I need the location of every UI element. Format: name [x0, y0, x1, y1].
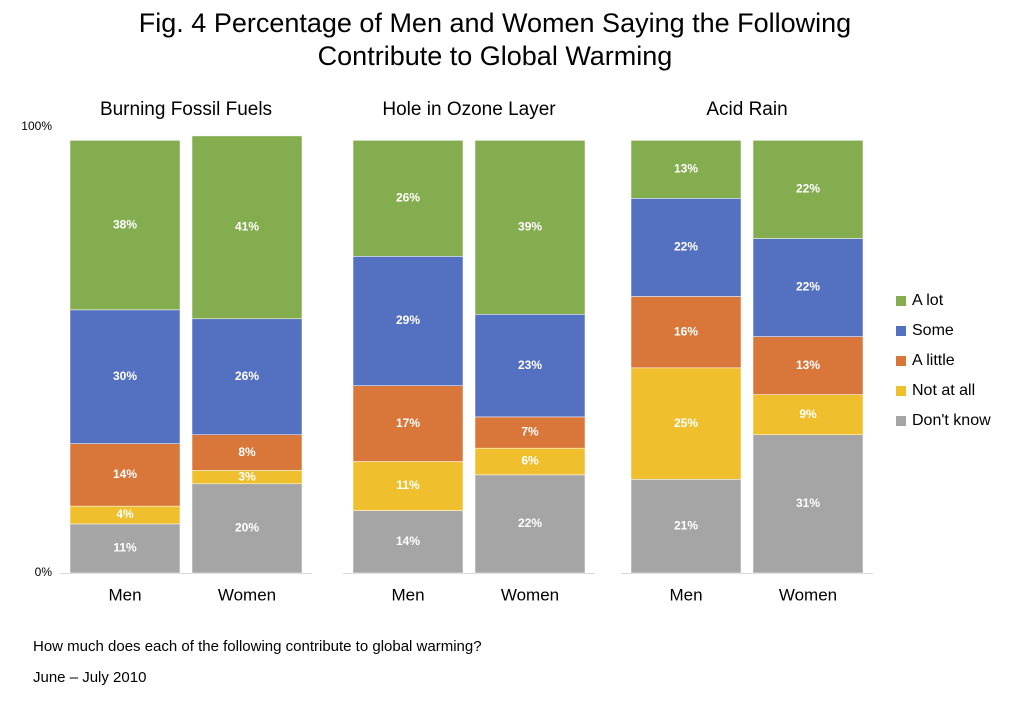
value-label: 16%: [674, 324, 698, 338]
value-label: 22%: [518, 516, 542, 530]
bar-segment: [352, 140, 464, 257]
bar-segment: [474, 474, 586, 574]
bar-segment: [752, 336, 864, 395]
chart-title: Fig. 4 Percentage of Men and Women Sayin…: [139, 8, 851, 38]
value-label: 20%: [235, 521, 259, 535]
bar-segment: [752, 434, 864, 574]
value-label: 13%: [674, 162, 698, 176]
note: June – July 2010: [33, 669, 146, 686]
x-tick-label: Women: [779, 585, 837, 604]
value-label: 9%: [799, 407, 817, 421]
value-label: 31%: [796, 496, 820, 510]
bar-segment: [630, 140, 742, 199]
panel-title: Acid Rain: [706, 99, 787, 120]
value-label: 17%: [396, 416, 420, 430]
bar-segment: [630, 367, 742, 480]
value-label: 30%: [113, 369, 137, 383]
value-label: 41%: [235, 220, 259, 234]
bar-segment: [69, 443, 181, 507]
panel-title: Hole in Ozone Layer: [382, 99, 556, 120]
bar-segment: [69, 309, 181, 444]
bar-segment: [191, 483, 303, 574]
value-label: 38%: [113, 217, 137, 231]
y-tick-label: 100%: [21, 119, 52, 133]
x-tick-label: Men: [391, 585, 424, 604]
value-label: 13%: [796, 358, 820, 372]
bar-segment: [474, 314, 586, 418]
bar-segment: [352, 385, 464, 462]
legend-label: A lot: [912, 292, 944, 309]
legend-swatch: [896, 386, 906, 396]
legend-label: Some: [912, 322, 954, 339]
bar-segment: [191, 318, 303, 435]
legend-swatch: [896, 416, 906, 426]
bar-segment: [352, 461, 464, 511]
value-label: 14%: [113, 467, 137, 481]
bar-segment: [352, 510, 464, 574]
value-label: 11%: [396, 478, 420, 492]
value-label: 14%: [396, 534, 420, 548]
x-tick-label: Women: [501, 585, 559, 604]
bar-segment: [752, 238, 864, 337]
bar-segment: [352, 256, 464, 386]
x-tick-label: Women: [218, 585, 276, 604]
note: How much does each of the following cont…: [33, 638, 482, 655]
legend-swatch: [896, 326, 906, 336]
bar-segment: [191, 135, 303, 320]
x-tick-label: Men: [669, 585, 702, 604]
value-label: 3%: [238, 469, 256, 483]
bar-segment: [191, 434, 303, 471]
bar-segment: [474, 447, 586, 476]
bar-segment: [630, 479, 742, 574]
value-label: 22%: [674, 240, 698, 254]
legend-swatch: [896, 356, 906, 366]
value-label: 4%: [116, 507, 134, 521]
x-tick-label: Men: [108, 585, 141, 604]
value-label: 22%: [796, 182, 820, 196]
value-label: 26%: [396, 191, 420, 205]
legend-swatch: [896, 296, 906, 306]
value-label: 25%: [674, 416, 698, 430]
value-label: 26%: [235, 369, 259, 383]
value-label: 8%: [238, 445, 256, 459]
chart-title: Contribute to Global Warming: [318, 41, 673, 71]
legend-label: A little: [912, 352, 955, 369]
value-label: 11%: [113, 541, 137, 555]
panel-title: Burning Fossil Fuels: [100, 99, 272, 120]
value-label: 21%: [674, 518, 698, 532]
bar-segment: [752, 394, 864, 435]
bar-segment: [752, 140, 864, 239]
value-label: 23%: [518, 358, 542, 372]
bar-segment: [474, 140, 586, 315]
value-label: 39%: [518, 220, 542, 234]
value-label: 29%: [396, 313, 420, 327]
bar-segment: [630, 198, 742, 297]
value-label: 6%: [521, 454, 539, 468]
bar-segment: [69, 140, 181, 311]
legend-label: Not at all: [912, 382, 975, 399]
bar-segment: [69, 523, 181, 574]
bar-segment: [630, 296, 742, 369]
y-tick-label: 0%: [35, 565, 53, 579]
value-label: 22%: [796, 280, 820, 294]
value-label: 7%: [521, 425, 539, 439]
legend-label: Don't know: [912, 412, 991, 429]
